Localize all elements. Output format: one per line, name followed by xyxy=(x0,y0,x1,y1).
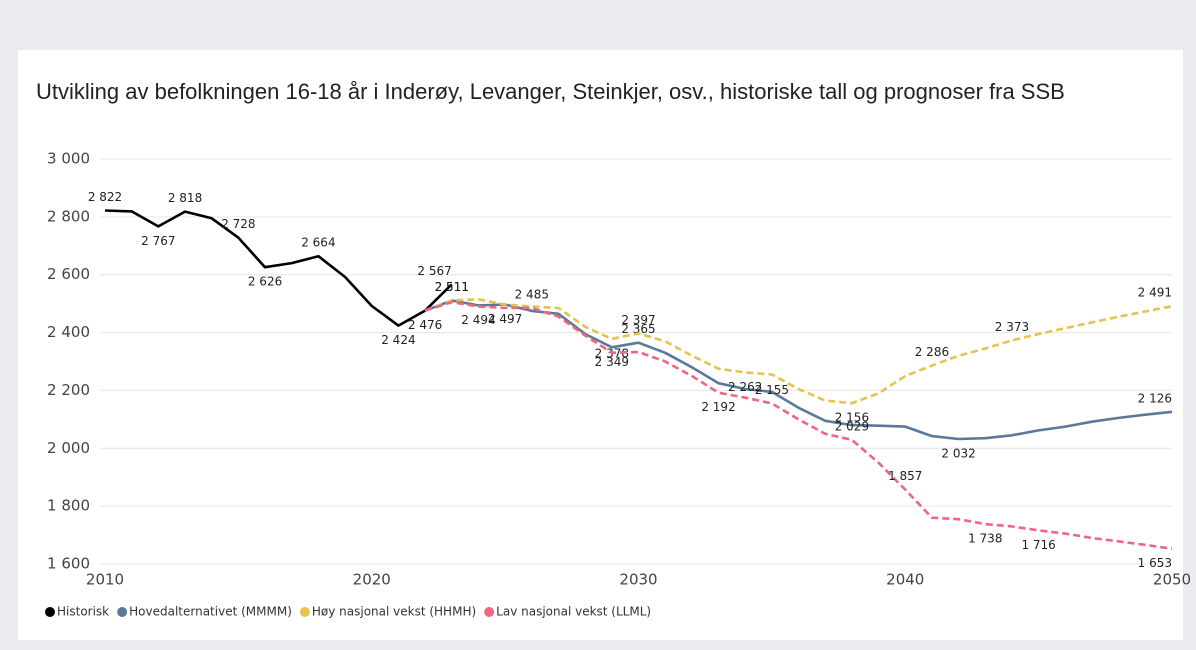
series-line xyxy=(424,298,1173,405)
data-label: 2 497 xyxy=(488,312,522,326)
data-label: 2 494 xyxy=(461,313,495,327)
data-label: 2 424 xyxy=(381,333,415,347)
legend-label: Lav nasjonal vekst (LLML) xyxy=(496,605,651,619)
y-tick-label: 1 600 xyxy=(47,555,90,573)
x-tick-label: 2020 xyxy=(353,571,391,589)
data-label: 2 156 xyxy=(835,411,869,425)
legend-marker xyxy=(45,607,55,617)
data-label: 2 029 xyxy=(835,419,869,433)
data-label: 2 397 xyxy=(621,313,655,327)
data-label: 2 626 xyxy=(248,275,282,289)
data-label: 2 511 xyxy=(435,280,469,294)
data-label: 2 511 xyxy=(435,280,469,294)
y-tick-label: 3 000 xyxy=(47,150,90,168)
legend-label: Høy nasjonal vekst (HHMH) xyxy=(312,605,476,619)
data-label: 2 126 xyxy=(1138,391,1172,405)
data-label: 2 286 xyxy=(915,345,949,359)
series-line xyxy=(424,300,1173,550)
x-tick-label: 2030 xyxy=(619,571,657,589)
data-label: 2 818 xyxy=(168,191,202,205)
data-label: 2 155 xyxy=(755,383,789,397)
data-label: 1 653 xyxy=(1138,556,1172,570)
legend-label: Hovedalternativet (MMMM) xyxy=(129,605,292,619)
legend-marker xyxy=(117,607,128,617)
data-label: 1 857 xyxy=(888,469,922,483)
y-tick-label: 2 400 xyxy=(47,323,90,341)
data-label: 2 262 xyxy=(728,380,762,394)
x-tick-label: 2040 xyxy=(886,571,924,589)
data-label: 2 664 xyxy=(301,236,335,250)
legend-label: Historisk xyxy=(57,605,109,619)
data-label: 2 192 xyxy=(701,400,735,414)
data-label: 2 032 xyxy=(941,447,975,461)
data-label: 2 567 xyxy=(417,264,451,278)
data-label: 2 365 xyxy=(621,322,655,336)
x-tick-label: 2010 xyxy=(86,571,124,589)
y-tick-label: 2 000 xyxy=(47,439,90,457)
data-label: 2 373 xyxy=(995,320,1029,334)
data-label: 1 716 xyxy=(1021,538,1055,552)
data-label: 2 728 xyxy=(221,217,255,231)
legend-marker xyxy=(484,607,495,617)
data-label: 2 349 xyxy=(595,355,629,369)
data-label: 2 767 xyxy=(141,234,175,248)
x-tick-label: 2050 xyxy=(1153,571,1191,589)
data-label: 1 738 xyxy=(968,532,1002,546)
legend-marker xyxy=(299,607,310,617)
chart-title: Utvikling av befolkningen 16-18 år i Ind… xyxy=(36,79,1065,104)
data-label: 2 491 xyxy=(1138,286,1172,300)
data-label: 2 485 xyxy=(515,287,549,301)
y-tick-label: 2 600 xyxy=(47,265,90,283)
data-label: 2 822 xyxy=(88,190,122,204)
y-tick-label: 1 800 xyxy=(47,497,90,515)
y-tick-label: 2 200 xyxy=(47,381,90,399)
series-line xyxy=(104,209,453,327)
y-tick-label: 2 800 xyxy=(47,207,90,225)
data-label: 2 476 xyxy=(408,318,442,332)
